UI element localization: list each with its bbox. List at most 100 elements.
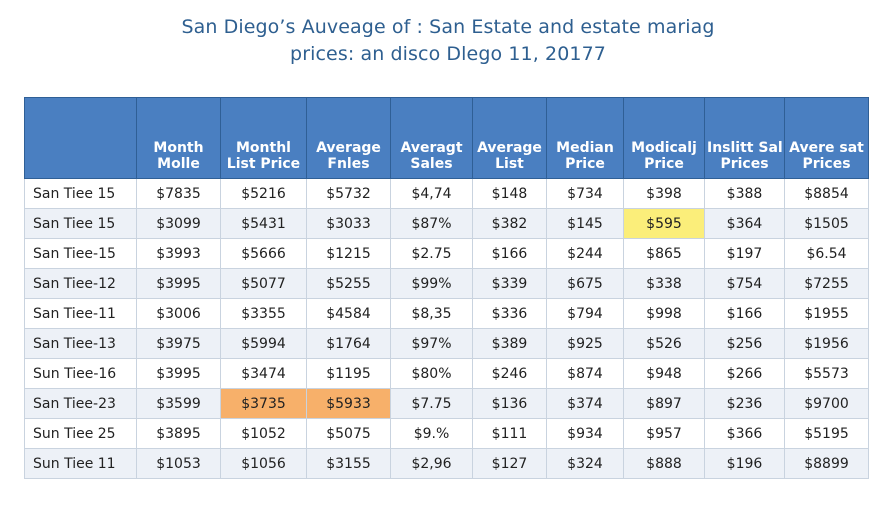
table-cell: $3355	[220, 298, 307, 329]
table-cell: $734	[546, 178, 624, 209]
table-cell: $3033	[306, 208, 391, 239]
table-cell: $4584	[306, 298, 391, 329]
table-cell: $7.75	[390, 388, 473, 419]
table-cell: $2,96	[390, 448, 473, 479]
table-cell: $888	[623, 448, 705, 479]
table-cell: $865	[623, 238, 705, 269]
table-cell: $244	[546, 238, 624, 269]
header-cell: Averagt Sales	[390, 97, 473, 179]
table-cell: $166	[704, 298, 785, 329]
table-cell: $1955	[784, 298, 869, 329]
table-cell: $998	[623, 298, 705, 329]
table-cell: $382	[472, 208, 547, 239]
table-cell: $3993	[136, 238, 221, 269]
header-line: Averagt	[400, 140, 463, 156]
table-cell: $364	[704, 208, 785, 239]
header-cell: Average Fnles	[306, 97, 391, 179]
row-label: San Tiee-11	[24, 298, 137, 329]
table-cell: $3995	[136, 268, 221, 299]
table-cell: $5216	[220, 178, 307, 209]
header-cell: Monthl List Price	[220, 97, 307, 179]
table-header-row: Month Molle Monthl List Price Average Fn…	[24, 97, 869, 179]
table-cell: $3995	[136, 358, 221, 389]
table-cell: $388	[704, 178, 785, 209]
table-cell: $136	[472, 388, 547, 419]
table-cell: $1764	[306, 328, 391, 359]
row-label: Sun Tiee 25	[24, 418, 137, 449]
table-cell: $5732	[306, 178, 391, 209]
table-row: San Tiee-23 $3599 $3735 $5933 $7.75 $136 $374 $…	[24, 388, 869, 419]
table-cell: $897	[623, 388, 705, 419]
table-cell: $1956	[784, 328, 869, 359]
table-cell: $1215	[306, 238, 391, 269]
table-cell: $99%	[390, 268, 473, 299]
table-cell: $236	[704, 388, 785, 419]
header-line: Fnles	[327, 156, 370, 172]
table-cell: $4,74	[390, 178, 473, 209]
header-cell: Median Price	[546, 97, 624, 179]
table-cell: $925	[546, 328, 624, 359]
table-cell: $398	[623, 178, 705, 209]
table-cell: $80%	[390, 358, 473, 389]
page-title: San Diego’s Auveage of : San Estate and …	[0, 14, 896, 68]
table-cell: $1505	[784, 208, 869, 239]
header-cell	[24, 97, 137, 179]
header-line: Avere sat	[789, 140, 864, 156]
header-line: Average	[316, 140, 381, 156]
table-cell: $145	[546, 208, 624, 239]
table-cell: $595	[623, 208, 705, 239]
header-line: Prices	[802, 156, 851, 172]
row-label: San Tiee-13	[24, 328, 137, 359]
row-label: San Tiee 15	[24, 208, 137, 239]
header-line: Month	[153, 140, 204, 156]
table-cell: $526	[623, 328, 705, 359]
table-cell: $97%	[390, 328, 473, 359]
table-cell: $1053	[136, 448, 221, 479]
table-cell: $9700	[784, 388, 869, 419]
table-cell: $127	[472, 448, 547, 479]
row-label: San Tiee-15	[24, 238, 137, 269]
table-cell: $9.%	[390, 418, 473, 449]
table-cell: $5075	[306, 418, 391, 449]
table-row: San Tiee-13 $3975 $5994 $1764 $97% $389 $925 $5…	[24, 328, 869, 359]
table-row: San Tiee-15 $3993 $5666 $1215 $2.75 $166 $244 $…	[24, 238, 869, 269]
row-label: Sun Tiee 11	[24, 448, 137, 479]
header-line: Sales	[410, 156, 453, 172]
table-cell: $256	[704, 328, 785, 359]
table-cell: $874	[546, 358, 624, 389]
header-line: Inslitt Sal	[707, 140, 783, 156]
row-label: Sun Tiee-16	[24, 358, 137, 389]
table-cell: $3895	[136, 418, 221, 449]
table-row: San Tiee 15 $3099 $5431 $3033 $87% $382 $145 $5…	[24, 208, 869, 239]
table-body: San Tiee 15 $7835 $5216 $5732 $4,74 $148 $734 $…	[24, 178, 869, 479]
row-label: San Tiee-12	[24, 268, 137, 299]
table-row: San Tiee 15 $7835 $5216 $5732 $4,74 $148 $734 $…	[24, 178, 869, 209]
table-cell: $8,35	[390, 298, 473, 329]
table-cell: $675	[546, 268, 624, 299]
header-line: Molle	[157, 156, 200, 172]
table-cell: $957	[623, 418, 705, 449]
table-row: San Tiee-12 $3995 $5077 $5255 $99% $339 $675 $3…	[24, 268, 869, 299]
table-cell: $754	[704, 268, 785, 299]
table-cell: $934	[546, 418, 624, 449]
header-line: List	[495, 156, 524, 172]
table-cell: $6.54	[784, 238, 869, 269]
table-cell: $5431	[220, 208, 307, 239]
table-row: Sun Tiee-16 $3995 $3474 $1195 $80% $246 $874 $9…	[24, 358, 869, 389]
table-cell: $7255	[784, 268, 869, 299]
table-cell: $3975	[136, 328, 221, 359]
table-cell: $948	[623, 358, 705, 389]
table-cell: $389	[472, 328, 547, 359]
table-cell: $5666	[220, 238, 307, 269]
table-cell: $3599	[136, 388, 221, 419]
table-cell: $196	[704, 448, 785, 479]
table-cell: $2.75	[390, 238, 473, 269]
table-cell: $266	[704, 358, 785, 389]
table-cell: $794	[546, 298, 624, 329]
header-cell: Avere sat Prices	[784, 97, 869, 179]
table-cell: $148	[472, 178, 547, 209]
row-label: San Tiee 15	[24, 178, 137, 209]
header-line: Monthl	[236, 140, 291, 156]
table-cell: $339	[472, 268, 547, 299]
table-cell: $338	[623, 268, 705, 299]
